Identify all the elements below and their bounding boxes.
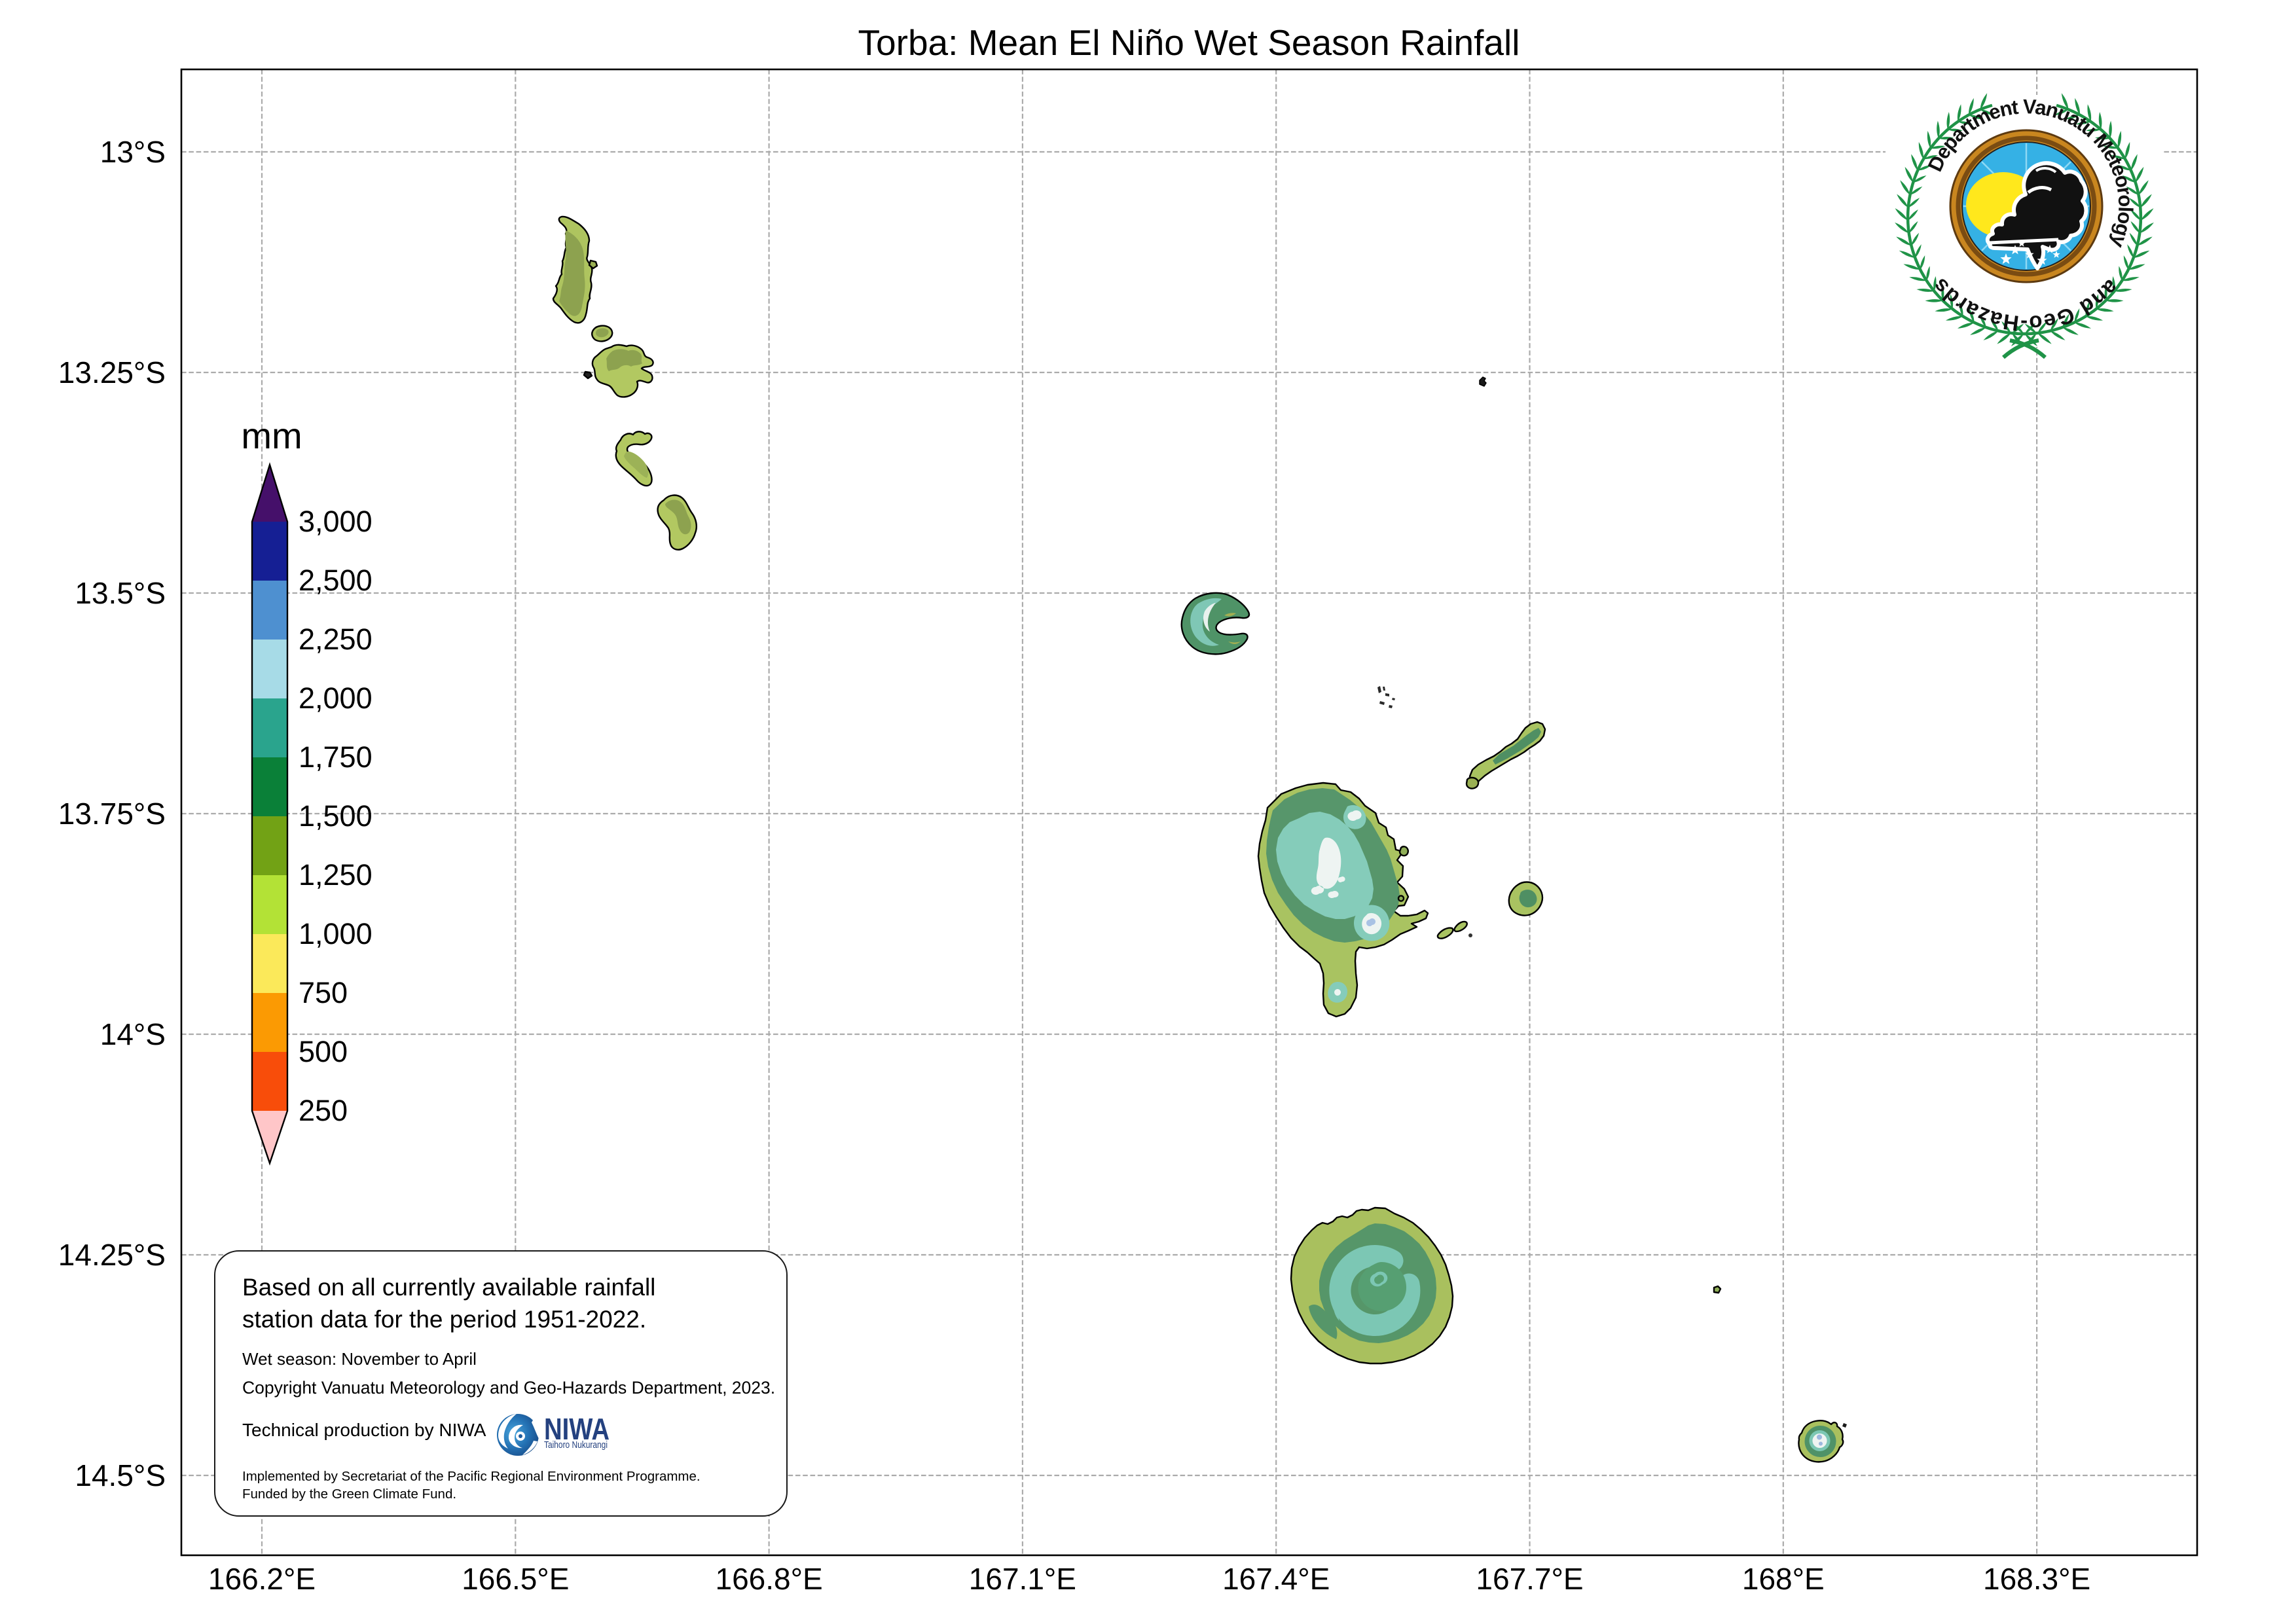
svg-text:NIWA: NIWA (544, 1412, 610, 1446)
svg-text:Taihoro Nukurangi: Taihoro Nukurangi (544, 1439, 608, 1451)
